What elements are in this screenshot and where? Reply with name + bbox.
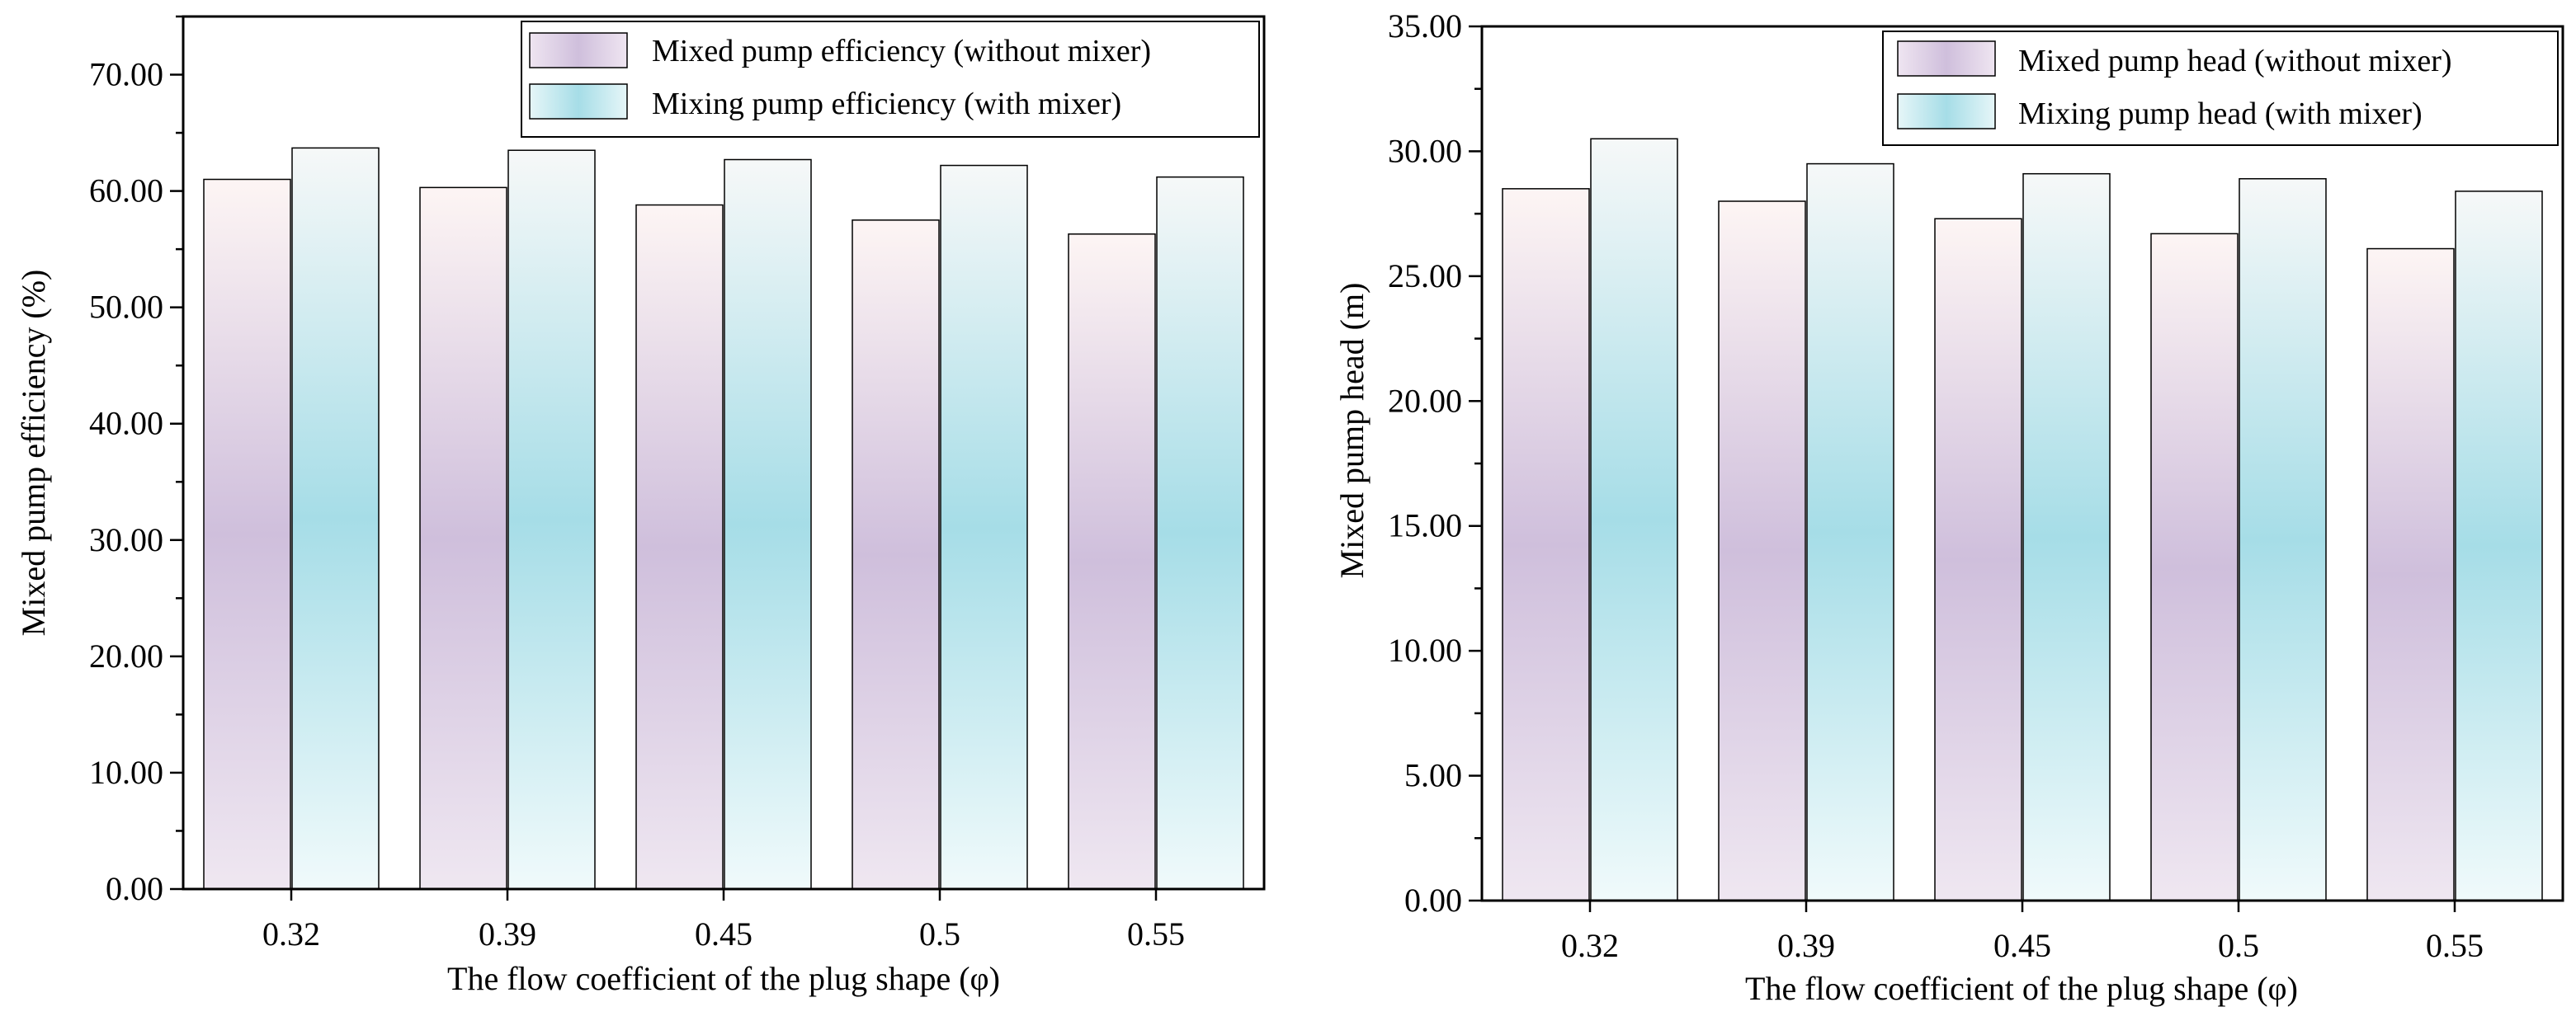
efficiency-bar-without-mixer-0.5 — [852, 219, 940, 890]
efficiency-bar-with-mixer-0.5 — [940, 164, 1028, 890]
head-bar-without-mixer-0.32 — [1502, 188, 1590, 901]
efficiency-legend-label-without-mixer: Mixed pump efficiency (without mixer) — [652, 34, 1151, 68]
efficiency-bar-without-mixer-0.39 — [419, 186, 507, 890]
efficiency-x-axis-label: The flow coefficient of the plug shape (… — [447, 960, 1000, 997]
efficiency-x-tick-label-0.45: 0.45 — [695, 915, 753, 953]
efficiency-bar-without-mixer-0.32 — [203, 178, 291, 890]
efficiency-x-tick-label-0.5: 0.5 — [919, 915, 960, 953]
efficiency-y-tick-label: 0.00 — [106, 870, 163, 907]
efficiency-bar-with-mixer-0.32 — [291, 147, 380, 890]
head-legend-label-with-mixer: Mixing pump head (with mixer) — [2018, 96, 2423, 131]
efficiency-x-tick-label-0.55: 0.55 — [1127, 915, 1185, 953]
head-x-tick-label-0.32: 0.32 — [1561, 927, 1619, 964]
head-bar-with-mixer-0.32 — [1590, 138, 1678, 901]
head-y-axis-label: Mixed pump head (m) — [1333, 283, 1371, 579]
head-legend-label-without-mixer: Mixed pump head (without mixer) — [2018, 44, 2452, 78]
efficiency-y-tick-label: 70.00 — [89, 56, 163, 93]
head-x-tick-label-0.39: 0.39 — [1777, 927, 1835, 964]
efficiency-x-tick-label-0.32: 0.32 — [262, 915, 320, 953]
head-y-tick-label: 20.00 — [1388, 382, 1462, 419]
efficiency-y-ticks: 0.00 10.00 20.00 30.00 40.00 50.00 60.00 70.00 — [89, 15, 183, 907]
head-x-tick-label-0.55: 0.55 — [2426, 927, 2484, 964]
efficiency-legend-label-with-mixer: Mixing pump efficiency (with mixer) — [652, 87, 1121, 121]
efficiency-y-tick-label: 20.00 — [89, 638, 163, 675]
efficiency-y-tick-label: 10.00 — [89, 754, 163, 791]
efficiency-plot-frame — [182, 15, 1266, 891]
efficiency-x-tick-label-0.39: 0.39 — [479, 915, 536, 953]
head-y-tick-label: 15.00 — [1388, 507, 1462, 544]
head-legend-swatch-with-mixer — [1897, 93, 1996, 129]
efficiency-bar-with-mixer-0.55 — [1156, 176, 1244, 890]
head-bar-without-mixer-0.45 — [1934, 218, 2022, 901]
head-x-tick-label-0.5: 0.5 — [2218, 927, 2259, 964]
head-x-axis-label: The flow coefficient of the plug shape (… — [1745, 970, 2298, 1007]
head-y-tick-label: 35.00 — [1388, 7, 1462, 45]
head-bars — [1502, 138, 2543, 901]
efficiency-y-tick-label: 40.00 — [89, 405, 163, 442]
efficiency-bar-with-mixer-0.39 — [507, 149, 596, 890]
efficiency-legend: Mixed pump efficiency (without mixer) Mi… — [521, 21, 1260, 138]
efficiency-y-tick-label: 50.00 — [89, 289, 163, 326]
efficiency-legend-swatch-with-mixer — [529, 83, 628, 120]
efficiency-bar-without-mixer-0.45 — [635, 204, 724, 890]
head-bar-without-mixer-0.55 — [2366, 247, 2455, 901]
head-legend-swatch-without-mixer — [1897, 40, 1996, 77]
efficiency-y-tick-label: 60.00 — [89, 172, 163, 209]
efficiency-y-axis-label: Mixed pump efficiency (%) — [15, 270, 52, 637]
head-bar-with-mixer-0.5 — [2239, 177, 2327, 901]
head-y-tick-label: 30.00 — [1388, 132, 1462, 169]
head-y-tick-label: 5.00 — [1404, 757, 1462, 794]
efficiency-bar-with-mixer-0.45 — [724, 158, 812, 890]
head-y-tick-label: 0.00 — [1404, 882, 1462, 919]
head-y-ticks: 0.00 5.00 10.00 15.00 20.00 25.00 30.00 35.00 — [1388, 7, 1482, 919]
head-plot-frame — [1480, 25, 2564, 902]
efficiency-y-tick-label: 30.00 — [89, 521, 163, 558]
head-y-tick-label: 10.00 — [1388, 632, 1462, 669]
head-y-tick-label: 25.00 — [1388, 257, 1462, 294]
efficiency-legend-swatch-without-mixer — [529, 32, 628, 68]
head-bar-with-mixer-0.39 — [1806, 162, 1894, 901]
efficiency-legend-box — [521, 21, 1260, 138]
head-bar-with-mixer-0.55 — [2455, 191, 2543, 901]
efficiency-chart: 0.0010.0020.0030.0040.0050.0060.0070.00 … — [15, 15, 1266, 997]
head-bar-with-mixer-0.45 — [2022, 172, 2111, 901]
head-chart: 0.00 5.00 10.00 15.00 20.00 25.00 30.00 35.00 0… — [1333, 7, 2564, 1007]
efficiency-x-ticks: 0.32 0.39 0.45 0.5 0.55 — [262, 889, 1185, 953]
efficiency-bar-without-mixer-0.55 — [1068, 233, 1156, 890]
head-x-tick-label-0.45: 0.45 — [1993, 927, 2051, 964]
head-x-ticks: 0.32 0.39 0.45 0.5 0.55 — [1561, 901, 2484, 964]
efficiency-bars — [203, 147, 1244, 890]
head-legend: Mixed pump head (without mixer) Mixing p… — [1882, 31, 2559, 146]
head-bar-without-mixer-0.5 — [2150, 233, 2239, 901]
head-bar-without-mixer-0.39 — [1718, 200, 1806, 901]
